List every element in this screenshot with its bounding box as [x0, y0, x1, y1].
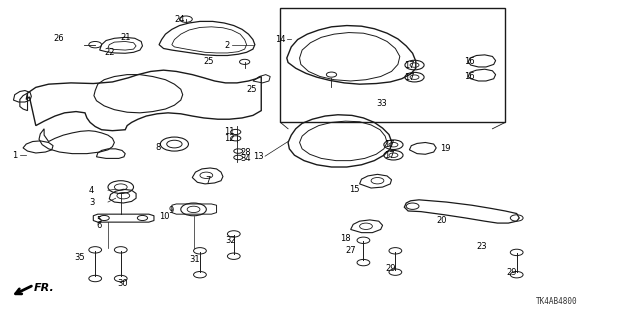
Text: 35: 35 [74, 253, 84, 262]
Text: 17: 17 [384, 151, 394, 160]
Text: 16: 16 [464, 57, 474, 66]
Text: 13: 13 [253, 152, 264, 161]
Text: 17: 17 [404, 60, 415, 69]
Text: 17: 17 [404, 73, 415, 82]
Text: 12: 12 [224, 134, 235, 143]
Text: 21: 21 [121, 33, 131, 42]
Text: 28: 28 [240, 148, 251, 156]
Text: 9: 9 [168, 206, 173, 215]
Text: FR.: FR. [34, 283, 54, 293]
Text: 31: 31 [189, 255, 200, 264]
Text: 7: 7 [205, 176, 211, 185]
Text: 8: 8 [156, 143, 161, 152]
Text: 18: 18 [340, 234, 351, 243]
Text: 3: 3 [89, 197, 94, 206]
Text: 20: 20 [436, 216, 447, 225]
Text: 23: 23 [476, 242, 487, 251]
Text: 11: 11 [224, 127, 235, 136]
Text: 6: 6 [97, 221, 102, 230]
Text: 15: 15 [349, 185, 359, 194]
Text: 26: 26 [53, 34, 64, 43]
Text: 16: 16 [464, 72, 474, 81]
Text: 32: 32 [225, 236, 236, 245]
Text: 29: 29 [506, 268, 517, 277]
Text: 29: 29 [385, 264, 396, 274]
Text: 33: 33 [376, 99, 387, 108]
Text: 27: 27 [346, 246, 356, 255]
Text: 5: 5 [97, 216, 102, 225]
Text: 1: 1 [12, 151, 17, 160]
Text: 14: 14 [275, 35, 286, 44]
Text: 34: 34 [240, 154, 251, 163]
Text: 30: 30 [117, 279, 127, 288]
Text: 4: 4 [89, 186, 94, 195]
Text: 24: 24 [174, 15, 185, 24]
Text: 17: 17 [384, 140, 394, 149]
Text: 19: 19 [440, 144, 451, 153]
Text: 2: 2 [224, 41, 230, 51]
Text: 25: 25 [204, 57, 214, 66]
Text: 10: 10 [159, 212, 170, 221]
Text: TK4AB4800: TK4AB4800 [536, 297, 577, 306]
Text: 25: 25 [246, 85, 257, 94]
Text: 22: 22 [104, 48, 115, 57]
Bar [280, 8, 505, 123]
